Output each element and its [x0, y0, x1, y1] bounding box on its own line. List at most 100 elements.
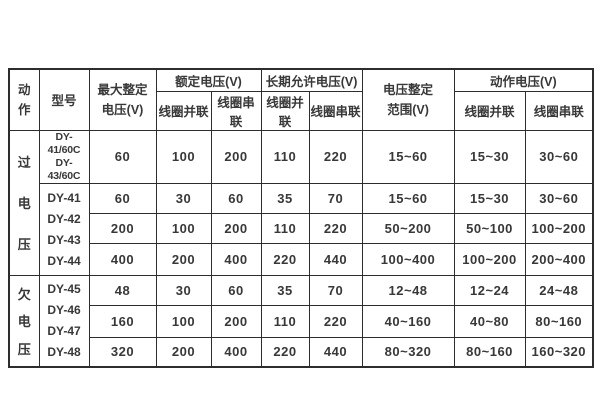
- model-name: DY-41/60C: [47, 130, 81, 156]
- data-cell: 100~400: [361, 242, 455, 276]
- data-cell: 100~200: [524, 212, 594, 244]
- relay-spec-table: 动 作 型号 最大整定 电压(V) 额定电压(V) 长期允许电压(V) 电压整定…: [8, 68, 595, 368]
- header-setting-range-line: 范围(V): [387, 102, 429, 117]
- header-longterm-voltage-group: 长期允许电压(V): [260, 68, 363, 92]
- data-cell: 40~160: [361, 304, 455, 338]
- data-cell: 440: [308, 242, 363, 276]
- data-cell: 200: [88, 212, 157, 244]
- data-cell: 160~320: [524, 336, 594, 368]
- header-rated-voltage-group: 额定电压(V): [155, 68, 262, 92]
- data-cell: 200~400: [524, 242, 594, 276]
- model-name: DY-43: [47, 232, 81, 247]
- model-name: DY-44: [47, 253, 81, 268]
- data-cell: 200: [155, 242, 212, 276]
- data-cell: 30: [155, 274, 212, 306]
- header-action-col: 动 作: [8, 68, 40, 131]
- data-cell: 24~48: [524, 274, 594, 306]
- data-cell: 220: [260, 336, 310, 368]
- model-name: DY-42: [47, 211, 81, 226]
- data-cell: 110: [260, 212, 310, 244]
- header-action-voltage-group: 动作电压(V): [453, 68, 594, 92]
- data-cell: 110: [260, 304, 310, 338]
- data-cell: 35: [260, 182, 310, 214]
- model-name: DY-41: [47, 190, 81, 205]
- data-cell: 100: [155, 129, 212, 184]
- section-undervoltage: 欠 电 压: [8, 274, 40, 368]
- header-coil-series: 线圈串联: [308, 90, 363, 131]
- data-cell: 12~24: [453, 274, 526, 306]
- header-action-char: 动: [17, 82, 31, 97]
- section-char: 电: [17, 196, 31, 211]
- model-name: DY-43/60C: [47, 156, 81, 182]
- section-char: 过: [17, 155, 31, 171]
- data-cell: 100: [155, 304, 212, 338]
- data-cell: 30~60: [524, 182, 594, 214]
- data-cell: 80~160: [524, 304, 594, 338]
- data-cell: 80~320: [361, 336, 455, 368]
- header-coil-series: 线圈串联: [210, 90, 262, 131]
- header-max-setting-line: 最大整定: [97, 82, 148, 97]
- data-cell: 30: [155, 182, 212, 214]
- data-cell: 220: [260, 242, 310, 276]
- data-cell: 160: [88, 304, 157, 338]
- header-action-char: 作: [17, 102, 31, 117]
- model-group-cell: DY-45 DY-46 DY-47 DY-48: [38, 274, 90, 368]
- data-cell: 60: [210, 274, 262, 306]
- data-cell: 40~80: [453, 304, 526, 338]
- data-cell: 200: [210, 129, 262, 184]
- header-coil-parallel: 线圈并联: [155, 90, 212, 131]
- data-cell: 220: [308, 129, 363, 184]
- data-cell: 110: [260, 129, 310, 184]
- data-cell: 200: [210, 212, 262, 244]
- data-cell: 400: [210, 336, 262, 368]
- section-char: 压: [17, 236, 31, 252]
- header-coil-series: 线圈串联: [524, 90, 594, 131]
- data-cell: 30~60: [524, 129, 594, 184]
- section-overvoltage-label: 过 电 压: [10, 131, 38, 274]
- data-cell: 12~48: [361, 274, 455, 306]
- data-cell: 50~200: [361, 212, 455, 244]
- section-char: 压: [17, 341, 31, 357]
- model-group-label: DY-41 DY-42 DY-43 DY-44: [40, 184, 88, 274]
- data-cell: 320: [88, 336, 157, 368]
- model-name: DY-46: [47, 303, 81, 318]
- data-cell: 50~100: [453, 212, 526, 244]
- header-coil-parallel: 线圈并联: [260, 90, 310, 131]
- section-char: 电: [17, 314, 31, 330]
- data-cell: 15~30: [453, 182, 526, 214]
- section-char: 欠: [17, 286, 31, 302]
- data-cell: 440: [308, 336, 363, 368]
- data-cell: 100~200: [453, 242, 526, 276]
- data-cell: 15~30: [453, 129, 526, 184]
- data-cell: 220: [308, 304, 363, 338]
- model-group-label: DY-45 DY-46 DY-47 DY-48: [40, 276, 88, 366]
- model-name: DY-45: [47, 282, 81, 297]
- header-coil-parallel: 线圈并联: [453, 90, 526, 131]
- header-setting-range-line: 电压整定: [383, 82, 434, 97]
- data-cell: 200: [210, 304, 262, 338]
- data-cell: 15~60: [361, 129, 455, 184]
- data-cell: 220: [308, 212, 363, 244]
- header-setting-range: 电压整定 范围(V): [361, 68, 455, 131]
- data-cell: 400: [210, 242, 262, 276]
- header-max-setting-voltage: 最大整定 电压(V): [88, 68, 157, 131]
- header-model-col: 型号: [38, 68, 90, 131]
- model-cell: DY-41/60C DY-43/60C: [38, 129, 90, 184]
- data-cell: 400: [88, 242, 157, 276]
- header-max-setting-line: 电压(V): [101, 102, 144, 117]
- data-cell: 48: [88, 274, 157, 306]
- data-cell: 70: [308, 182, 363, 214]
- section-overvoltage: 过 电 压: [8, 129, 40, 276]
- data-cell: 80~160: [453, 336, 526, 368]
- data-cell: 70: [308, 274, 363, 306]
- data-cell: 60: [88, 182, 157, 214]
- model-group-cell: DY-41 DY-42 DY-43 DY-44: [38, 182, 90, 276]
- data-cell: 100: [155, 212, 212, 244]
- data-cell: 35: [260, 274, 310, 306]
- section-undervoltage-label: 欠 电 压: [10, 276, 38, 366]
- data-cell: 60: [88, 129, 157, 184]
- model-name: DY-47: [47, 324, 81, 339]
- data-cell: 15~60: [361, 182, 455, 214]
- data-cell: 200: [155, 336, 212, 368]
